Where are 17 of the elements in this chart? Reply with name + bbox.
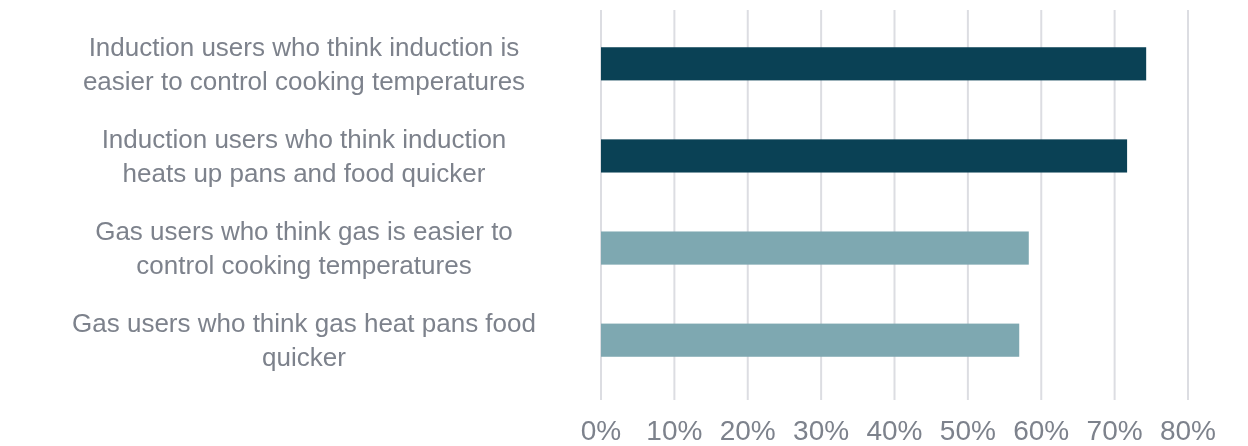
y-tick-label: Induction users who think induction is easier to control cooking temperatures [82,31,526,96]
bar [601,323,1020,357]
x-tick-label: 10% [646,415,703,446]
x-tick-label: 40% [866,415,923,446]
x-tick-label: 50% [939,415,996,446]
x-tick-label: 0% [580,415,622,446]
bar [601,47,1147,81]
x-tick-label: 60% [1013,415,1070,446]
y-tick-label: Gas users who think gas heat pans food quicker [72,308,536,373]
y-tick-label: Induction users who think induction heats up pans and food quicker [101,123,507,188]
y-tick-label: Gas users who think gas is easier to control cooking temperatures [95,216,513,281]
x-tick-label: 20% [719,415,776,446]
bar [601,139,1128,173]
bar [601,231,1029,265]
x-tick-label: 30% [793,415,850,446]
x-tick-label: 80% [1159,415,1217,446]
x-tick-label: 70% [1086,415,1143,446]
